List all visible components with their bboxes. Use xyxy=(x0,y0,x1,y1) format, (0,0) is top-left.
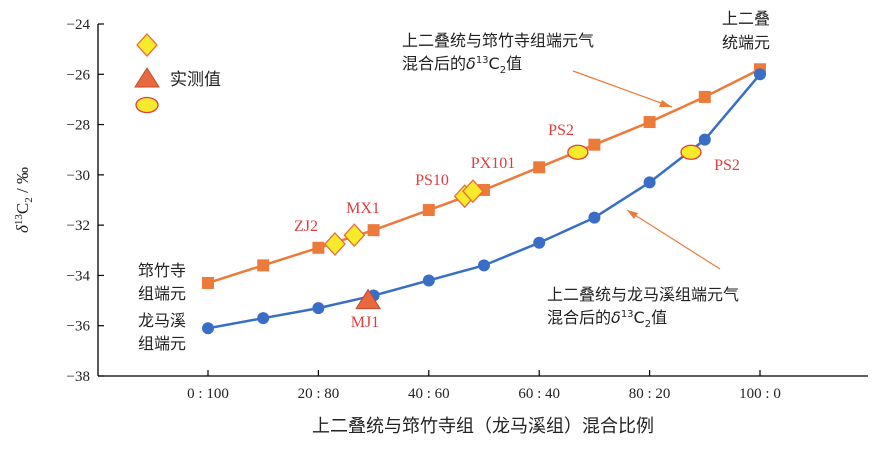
label-ps2-lower: PS2 xyxy=(714,157,740,174)
annotation-bottom-c: C xyxy=(634,308,645,327)
y-tick-label: −30 xyxy=(67,168,90,184)
annotation-top-pre: 混合后的 xyxy=(402,54,466,73)
y-tick-label: −24 xyxy=(67,17,91,33)
annotation-top-line2: 混合后的δ13C2值 xyxy=(402,54,522,76)
label-ps2-upper: PS2 xyxy=(548,122,574,139)
blue-circle-point xyxy=(422,274,435,287)
blue-circle-point xyxy=(533,236,546,249)
series-markers-zhuzhusi xyxy=(202,63,766,289)
measured-ellipse-ps2 xyxy=(567,144,589,160)
annotation-bottom-sup: 13 xyxy=(621,309,634,320)
annotation-top-sup: 13 xyxy=(476,55,489,66)
top-arrow-head xyxy=(659,100,672,107)
legend-diamond-marker xyxy=(136,33,158,57)
ylabel-sub: 2 xyxy=(23,197,35,203)
legend-triangle-marker xyxy=(134,67,160,88)
orange-square-point xyxy=(422,204,435,217)
label-upper-end-2: 统端元 xyxy=(722,33,770,52)
label-zj2: ZJ2 xyxy=(294,218,318,235)
label-px101: PX101 xyxy=(471,155,515,172)
series-markers-longmaxi xyxy=(202,68,766,335)
series-line-zhuzhusi xyxy=(207,68,761,285)
annotation-top-delta: δ xyxy=(466,54,476,73)
label-zhuzhusi-2: 组端元 xyxy=(138,284,186,303)
label-longmaxi-1: 龙马溪 xyxy=(138,311,186,330)
measured-diamond-px101 xyxy=(462,179,484,204)
x-tick-label: 100 : 0 xyxy=(739,386,781,402)
annotation-top-sub: 2 xyxy=(500,65,506,76)
y-tick-label: −28 xyxy=(67,118,90,134)
orange-square-point xyxy=(257,259,270,272)
annotation-bottom-line1: 上二叠统与龙马溪组端元气 xyxy=(547,285,739,304)
bottom-arrow-head xyxy=(627,210,638,219)
legend: 实测值 xyxy=(134,33,221,114)
orange-square-point xyxy=(533,161,546,174)
y-tick-label: −38 xyxy=(67,369,90,385)
label-upper-end-1: 上二叠 xyxy=(722,9,770,28)
annotation-bottom-delta: δ xyxy=(611,308,621,327)
x-tick-label: 80 : 20 xyxy=(629,386,671,402)
blue-circle-point xyxy=(257,312,270,325)
blue-circle-point xyxy=(698,133,711,146)
y-tick-label: −36 xyxy=(67,319,91,335)
x-axis-title: 上二叠统与筇竹寺组（龙马溪组）混合比例 xyxy=(312,416,654,437)
orange-square-point xyxy=(367,224,380,237)
annotation-bottom-pre: 混合后的 xyxy=(547,308,611,327)
x-tick-label: 0 : 100 xyxy=(187,386,229,402)
label-ps10: PS10 xyxy=(415,172,449,189)
top-arrow-line xyxy=(572,70,673,108)
x-ticks: 0 : 100 20 : 80 40 : 60 60 : 40 80 : 20 100 :… xyxy=(187,370,781,402)
x-tick-label: 40 : 60 xyxy=(408,386,450,402)
annotation-top-line1: 上二叠统与筇竹寺组端元气 xyxy=(402,31,594,50)
y-tick-label: −26 xyxy=(67,67,91,83)
blue-circle-point xyxy=(478,259,490,272)
x-tick-label: 20 : 80 xyxy=(298,386,340,402)
ylabel-delta: δ xyxy=(13,224,32,233)
blue-circle-point xyxy=(643,176,656,189)
orange-square-point xyxy=(643,116,656,129)
measured-diamond-mx1 xyxy=(343,223,366,248)
orange-square-point xyxy=(698,90,711,103)
orange-square-point xyxy=(202,276,214,289)
blue-circle-point xyxy=(312,302,325,315)
orange-square-point xyxy=(588,138,601,151)
annotation-top-suffix: 值 xyxy=(506,54,522,73)
ylabel-c: C xyxy=(13,203,32,214)
measured-diamond-zj2 xyxy=(324,232,346,256)
measured-triangle-mj1 xyxy=(355,288,381,310)
y-axis-title: δ13C2 / ‰ xyxy=(13,167,35,233)
annotation-top-c: C xyxy=(489,54,500,73)
annotation-bottom-sub: 2 xyxy=(645,319,651,330)
measured-ellipse-ps2 xyxy=(680,144,702,160)
x-tick-label: 60 : 40 xyxy=(518,386,560,402)
blue-circle-point xyxy=(754,68,766,81)
label-mx1: MX1 xyxy=(346,200,380,217)
svg-text:δ13C2 / ‰: δ13C2 / ‰ xyxy=(13,167,35,233)
measured-points xyxy=(324,144,702,310)
annotation-bottom-line2: 混合后的δ13C2值 xyxy=(547,308,667,330)
y-tick-label: −32 xyxy=(67,218,90,234)
annotation-bottom-suffix: 值 xyxy=(651,308,667,327)
y-ticks: −24 −26 −28 −30 −32 −34 −36 −38 xyxy=(67,17,104,385)
blue-circle-point xyxy=(588,211,601,224)
legend-ellipse-marker xyxy=(135,96,159,114)
legend-label: 实测值 xyxy=(170,70,221,90)
label-longmaxi-2: 组端元 xyxy=(138,334,186,353)
ylabel-sup: 13 xyxy=(13,214,25,226)
orange-square-point xyxy=(312,241,325,254)
y-tick-label: −34 xyxy=(67,268,91,284)
blue-circle-point xyxy=(202,322,214,335)
label-zhuzhusi-1: 筇竹寺 xyxy=(138,261,186,280)
label-mj1: MJ1 xyxy=(351,314,379,331)
bottom-arrow-line xyxy=(626,209,721,270)
